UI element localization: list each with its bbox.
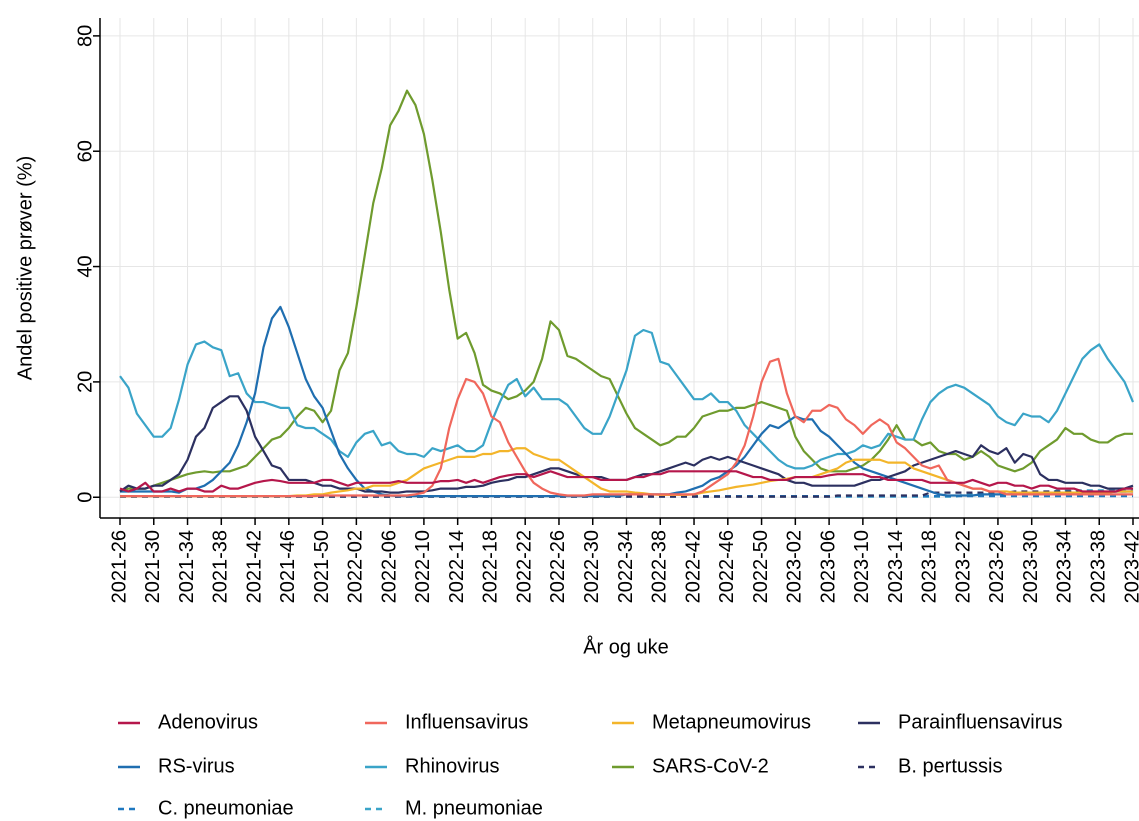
- x-tick-label: 2022-02: [345, 530, 367, 603]
- x-tick-label: 2021-38: [210, 530, 232, 603]
- legend-label: Adenovirus: [158, 711, 258, 733]
- x-tick-label: 2023-34: [1054, 530, 1076, 603]
- series-line: [119, 328, 1135, 470]
- x-tick-label: 2022-22: [513, 530, 535, 603]
- x-tick-label: 2022-34: [615, 530, 637, 603]
- y-tick-label: 60: [74, 140, 96, 162]
- series-line: [119, 470, 1133, 493]
- x-tick-label: 2021-46: [277, 530, 299, 603]
- x-tick-label: 2023-22: [952, 530, 974, 603]
- x-tick-label: 2023-14: [885, 530, 907, 603]
- x-tick-label: 2022-18: [480, 530, 502, 603]
- y-axis-label: Andel positive prøver (%): [14, 156, 36, 381]
- legend-label: C. pneumoniae: [158, 797, 294, 819]
- x-tick-label: 2022-50: [750, 530, 772, 603]
- series-line: [119, 89, 1133, 493]
- x-tick-label: 2021-34: [176, 530, 198, 603]
- legend-label: RS-virus: [158, 755, 235, 777]
- y-tick-label: 80: [74, 25, 96, 47]
- x-tick-label: 2023-42: [1121, 530, 1139, 603]
- legend-label: Metapneumovirus: [652, 711, 811, 733]
- x-tick-label: 2023-10: [851, 530, 873, 603]
- x-tick-label: 2021-50: [311, 530, 333, 603]
- x-tick-label: 2022-06: [378, 530, 400, 603]
- x-tick-label: 2023-30: [1020, 530, 1042, 603]
- legend-label: M. pneumoniae: [405, 797, 543, 819]
- x-tick-label: 2023-02: [784, 530, 806, 603]
- x-tick-label: 2023-06: [817, 530, 839, 603]
- x-tick-label: 2023-18: [919, 530, 941, 603]
- legend-label: SARS-CoV-2: [652, 755, 769, 777]
- x-tick-label: 2022-14: [446, 530, 468, 603]
- legend-label: B. pertussis: [898, 755, 1002, 777]
- series-line: [120, 357, 1133, 498]
- x-tick-label: 2022-10: [412, 530, 434, 603]
- x-tick-label: 2023-38: [1088, 530, 1110, 603]
- legend-label: Influensavirus: [405, 711, 528, 733]
- y-tick-label: 20: [74, 371, 96, 393]
- legend-label: Parainfluensavirus: [898, 711, 1063, 733]
- x-tick-label: 2022-30: [581, 530, 603, 603]
- y-tick-label: 40: [74, 255, 96, 277]
- x-tick-label: 2022-26: [547, 530, 569, 603]
- x-tick-label: 2021-30: [142, 530, 164, 603]
- x-tick-label: 2023-26: [986, 530, 1008, 603]
- x-tick-label: 2021-42: [243, 530, 265, 603]
- y-tick-label: 0: [74, 492, 96, 503]
- legend-label: Rhinovirus: [405, 755, 499, 777]
- x-tick-label: 2022-46: [716, 530, 738, 603]
- x-tick-label: 2022-42: [682, 530, 704, 603]
- x-axis-label: År og uke: [583, 635, 669, 658]
- x-tick-label: 2021-26: [108, 530, 130, 603]
- x-tick-label: 2022-38: [649, 530, 671, 603]
